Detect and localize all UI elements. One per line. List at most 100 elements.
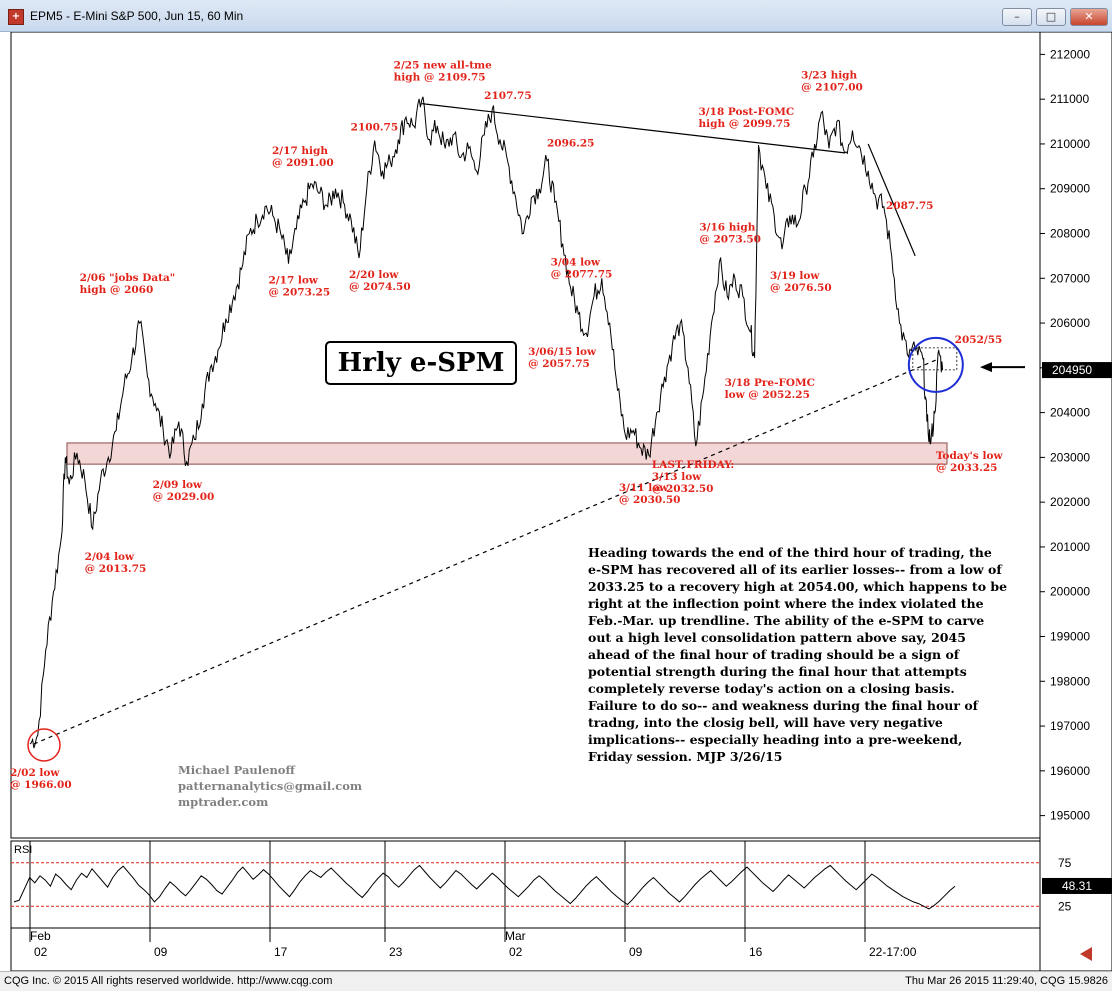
maximize-button[interactable]: □	[1036, 8, 1066, 26]
price-tick-label: 203000	[1050, 450, 1090, 464]
low-highlight-circle	[27, 728, 61, 762]
window-titlebar: + EPM5 - E-Mini S&P 500, Jun 15, 60 Min …	[0, 0, 1112, 32]
price-annotation: high @ 2109.75	[394, 71, 486, 83]
price-annotation: 2096.25	[547, 138, 595, 150]
time-tick-label: 22-17:00	[869, 945, 917, 959]
price-tick-label: 208000	[1050, 227, 1090, 241]
price-tick-label: 195000	[1050, 809, 1090, 823]
price-annotation: @ 2033.25	[936, 462, 998, 474]
price-annotation: 3/18 Post-FOMC	[699, 106, 795, 118]
app-icon: +	[8, 9, 24, 25]
price-annotation: 2/06 "jobs Data"	[80, 272, 176, 284]
price-annotation: 3/19 low	[770, 270, 820, 282]
price-annotation: 2087.75	[886, 200, 934, 212]
price-annotation: high @ 2099.75	[699, 118, 791, 130]
price-annotation: 3/18 Pre-FOMC	[725, 377, 815, 389]
month-label: Feb	[30, 929, 51, 943]
price-annotation: 3/11 low	[619, 482, 669, 494]
author-website: mptrader.com	[178, 795, 269, 809]
price-tick-label: 196000	[1050, 764, 1090, 778]
price-tick-label: 202000	[1050, 495, 1090, 509]
time-tick-label: 02	[34, 945, 48, 959]
time-tick-label: 09	[154, 945, 168, 959]
price-annotation: @ 2057.75	[528, 358, 590, 370]
price-tick-label: 209000	[1050, 182, 1090, 196]
price-series-line	[29, 96, 944, 749]
price-annotation: 3/13 low	[652, 471, 702, 483]
price-tick-label: 210000	[1050, 137, 1090, 151]
month-label: Mar	[505, 929, 526, 943]
status-bar: CQG Inc. © 2015 All rights reserved worl…	[0, 971, 1112, 991]
price-annotation: 3/04 low	[551, 257, 601, 269]
price-tick-label: 197000	[1050, 719, 1090, 733]
copyright-text: CQG Inc. © 2015 All rights reserved worl…	[4, 975, 333, 987]
rsi-tick-label: 25	[1058, 899, 1072, 913]
author-signature: Michael Paulenoff patternanalytics@gmail…	[178, 762, 362, 810]
price-tick-label: 206000	[1050, 316, 1090, 330]
price-tick-label: 201000	[1050, 540, 1090, 554]
price-annotation: 3/16 high	[699, 222, 755, 234]
timestamp-text: Thu Mar 26 2015 11:29:40, CQG 15.9826	[905, 975, 1108, 987]
price-annotation: @ 1966.00	[10, 779, 72, 791]
price-tick-label: 204000	[1050, 406, 1090, 420]
scroll-arrow-icon	[1080, 947, 1092, 961]
price-annotation: 2/25 new all-tme	[394, 59, 493, 71]
commentary-text: Heading towards the end of the third hou…	[588, 545, 1008, 764]
price-tick-label: 211000	[1050, 92, 1089, 106]
time-tick-label: 02	[509, 945, 523, 959]
price-annotation: 2/02 low	[10, 767, 60, 779]
price-tick-label: 200000	[1050, 585, 1090, 599]
chart-label: Hrly e-SPM	[325, 341, 517, 385]
price-annotation: 2100.75	[351, 122, 399, 134]
price-annotation: LAST FRIDAY:	[652, 459, 734, 471]
last-price-label: 204950	[1052, 363, 1092, 377]
price-arrow-head	[980, 362, 992, 373]
rsi-panel	[10, 840, 1041, 929]
price-annotation: @ 2030.50	[619, 494, 681, 506]
price-tick-label: 199000	[1050, 630, 1090, 644]
price-annotation: @ 2073.25	[269, 287, 331, 299]
consolidation-box	[912, 347, 958, 371]
minimize-button[interactable]: –	[1002, 8, 1032, 26]
time-tick-label: 23	[389, 945, 403, 959]
price-annotation: 2/20 low	[349, 269, 399, 281]
time-tick-label: 09	[629, 945, 643, 959]
price-annotation: 3/06/15 low	[528, 346, 597, 358]
price-annotation: @ 2107.00	[801, 82, 863, 94]
rsi-tick-label: 75	[1058, 856, 1072, 870]
time-tick-label: 17	[274, 945, 288, 959]
time-axis	[10, 927, 1041, 972]
consolidation-circle	[907, 336, 964, 393]
price-tick-label: 212000	[1050, 47, 1090, 61]
price-annotation: @ 2077.75	[551, 269, 613, 281]
price-tick-label: 198000	[1050, 674, 1090, 688]
rsi-series-line	[13, 864, 956, 910]
price-annotation: 2/17 high	[272, 145, 328, 157]
price-annotation: 2107.75	[484, 90, 531, 102]
window-title: EPM5 - E-Mini S&P 500, Jun 15, 60 Min	[30, 9, 244, 23]
close-button[interactable]: ✕	[1070, 8, 1108, 26]
price-tick-label: 207000	[1050, 271, 1090, 285]
price-annotation: 2/09 low	[153, 479, 203, 491]
price-annotation: @ 2013.75	[85, 563, 147, 575]
price-annotation: 2052/55	[955, 334, 1003, 346]
time-tick-label: 16	[749, 945, 763, 959]
price-annotation: high @ 2060	[80, 284, 154, 296]
price-annotation: @ 2073.50	[699, 234, 761, 246]
price-annotation: @ 2029.00	[153, 491, 215, 503]
price-annotation: @ 2091.00	[272, 157, 334, 169]
rsi-title: RSI	[14, 844, 32, 856]
author-name: Michael Paulenoff	[178, 763, 295, 777]
support-band	[66, 442, 948, 465]
price-annotation: @ 2076.50	[770, 282, 832, 294]
price-annotation: 2/17 low	[269, 275, 319, 287]
price-annotation: Today's low	[936, 450, 1004, 462]
rsi-last-value-box	[1042, 877, 1112, 894]
last-price-box	[1042, 362, 1112, 379]
price-annotation: low @ 2052.25	[725, 389, 810, 401]
price-annotation: 3/23 high	[801, 70, 857, 82]
rsi-last-value-label: 48.31	[1062, 879, 1092, 893]
author-email: patternanalytics@gmail.com	[178, 779, 363, 793]
chart-area[interactable]: 212000 211000 210000 209000 208000 207000 2060…	[0, 31, 1112, 972]
price-annotation: 2/04 low	[85, 551, 135, 563]
